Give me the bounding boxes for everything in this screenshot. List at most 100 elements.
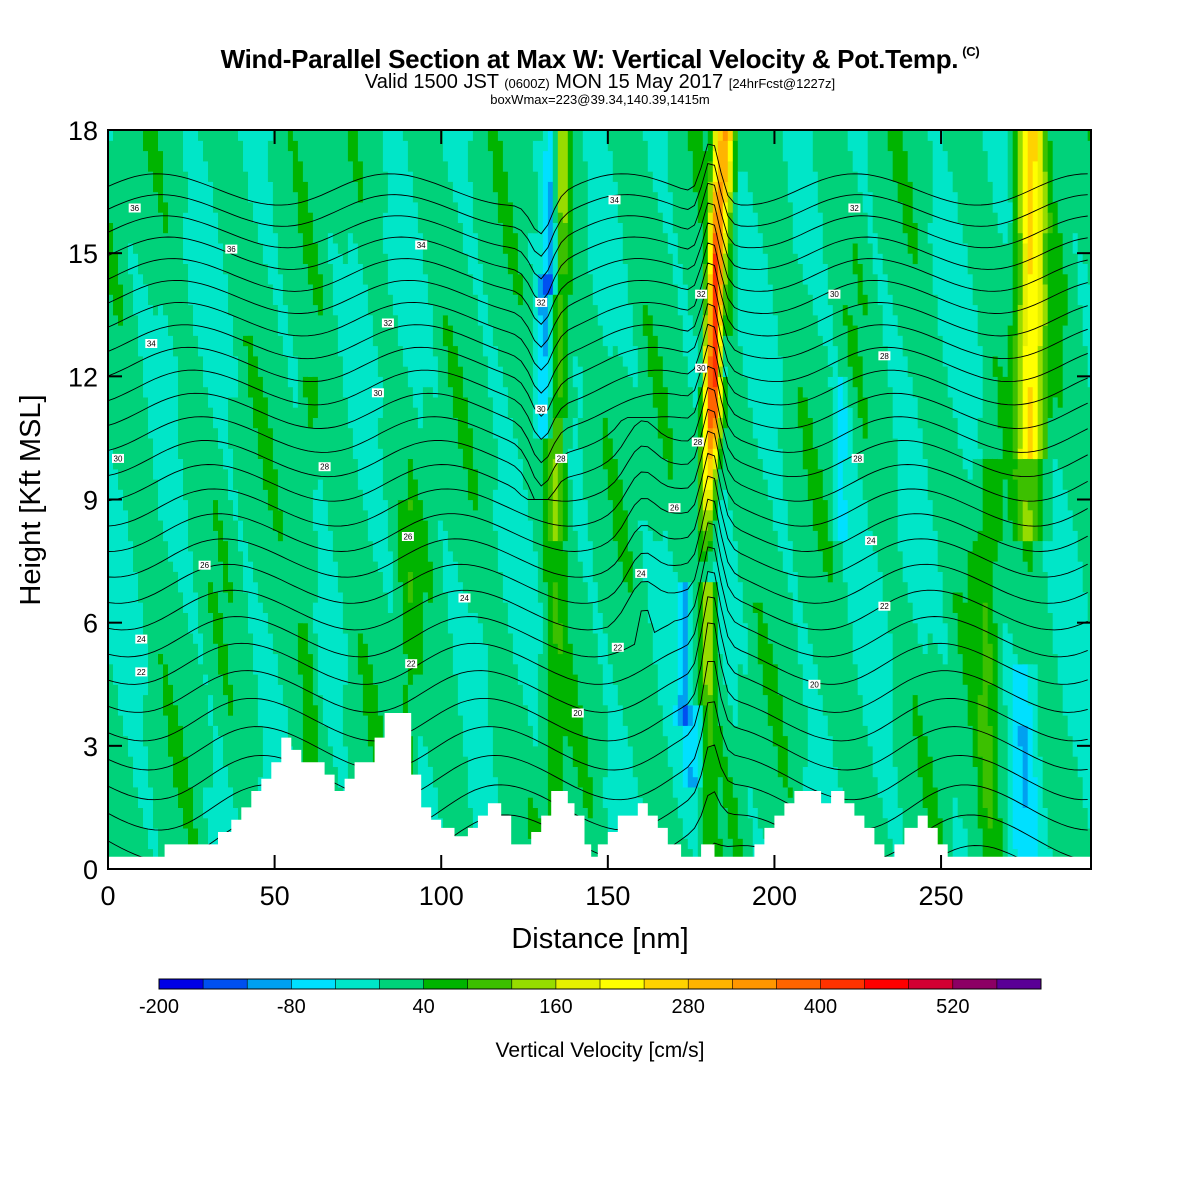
velocity-cell	[877, 797, 884, 869]
velocity-cell	[567, 130, 574, 295]
velocity-cell	[927, 242, 934, 501]
velocity-cell	[827, 386, 834, 542]
velocity-cell	[942, 130, 949, 152]
velocity-cell	[767, 130, 774, 285]
velocity-cell	[862, 294, 869, 316]
velocity-cell	[737, 171, 744, 347]
velocity-cell	[302, 130, 309, 182]
velocity-cell	[652, 540, 659, 665]
velocity-cell	[287, 335, 294, 388]
velocity-cell	[802, 130, 809, 285]
velocity-cell	[123, 130, 129, 511]
velocity-cell	[762, 694, 769, 839]
velocity-cell	[717, 130, 724, 141]
velocity-cell	[382, 171, 389, 213]
velocity-cell	[867, 130, 874, 193]
velocity-cell	[178, 591, 184, 726]
velocity-cell	[952, 417, 959, 593]
velocity-cell	[557, 540, 564, 624]
velocity-cell	[1067, 130, 1074, 511]
theta-contour	[108, 498, 1088, 604]
velocity-cell	[897, 550, 904, 808]
velocity-cell	[407, 171, 414, 388]
velocity-cell	[517, 684, 524, 860]
velocity-cell	[712, 458, 719, 470]
velocity-cell	[812, 663, 819, 869]
theta-contour	[108, 242, 1088, 348]
contour-label: 28	[693, 438, 702, 447]
velocity-cell	[233, 396, 239, 490]
velocity-cell	[917, 130, 924, 429]
contour-label-bg	[555, 453, 568, 463]
velocity-cell	[937, 130, 944, 336]
velocity-cell	[602, 468, 609, 634]
velocity-cell	[1032, 458, 1039, 542]
velocity-cell	[902, 355, 909, 583]
velocity-cell	[952, 797, 959, 860]
velocity-cell	[557, 396, 564, 418]
contour-label: 30	[830, 290, 839, 299]
velocity-cell	[632, 130, 639, 347]
velocity-cell	[832, 540, 839, 767]
velocity-cell	[617, 355, 624, 480]
contour-label: 32	[697, 290, 706, 299]
velocity-cell	[467, 273, 474, 429]
velocity-cell	[777, 694, 784, 778]
velocity-cell	[477, 263, 484, 326]
velocity-cell	[862, 130, 869, 213]
velocity-cell	[807, 130, 814, 295]
velocity-cell	[952, 591, 959, 613]
velocity-cell	[702, 684, 709, 706]
contour-label: 34	[417, 241, 426, 250]
velocity-cell	[487, 325, 494, 398]
velocity-cell	[307, 212, 314, 285]
velocity-cell	[582, 160, 589, 501]
velocity-cell	[872, 550, 879, 778]
velocity-cell	[193, 130, 199, 336]
velocity-cell	[542, 355, 549, 439]
velocity-cell	[972, 304, 979, 460]
velocity-cell	[687, 130, 694, 152]
velocity-cell	[482, 355, 489, 644]
velocity-cell	[1017, 448, 1024, 460]
velocity-cell	[767, 284, 774, 501]
velocity-cell	[772, 314, 779, 531]
velocity-cell	[118, 489, 124, 716]
velocity-cell	[692, 776, 699, 788]
velocity-cell	[612, 458, 619, 542]
y-tick-label: 6	[83, 609, 98, 639]
velocity-cell	[1062, 130, 1069, 275]
theta-contour	[108, 143, 1088, 235]
velocity-cell	[1007, 201, 1014, 223]
velocity-cell	[972, 766, 979, 869]
velocity-cell	[707, 458, 714, 480]
velocity-cell	[757, 458, 764, 603]
velocity-cell	[732, 797, 739, 869]
contour-label: 32	[850, 204, 859, 213]
theta-contour	[108, 262, 1088, 371]
velocity-cell	[422, 273, 429, 388]
velocity-cell	[243, 591, 249, 860]
velocity-cell	[827, 540, 834, 583]
velocity-cell	[647, 376, 654, 531]
velocity-cell	[712, 561, 719, 583]
velocity-cell	[927, 130, 934, 141]
chart-subtitle: Valid 1500 JST (0600Z) MON 15 May 2017 […	[364, 71, 836, 93]
velocity-cell	[527, 797, 534, 839]
velocity-cell	[652, 407, 659, 542]
velocity-cell	[702, 314, 709, 347]
velocity-cell	[977, 448, 984, 460]
velocity-cell	[158, 663, 164, 860]
velocity-cell	[452, 201, 459, 347]
velocity-cell	[557, 130, 564, 213]
velocity-cell	[487, 396, 494, 726]
velocity-cell	[512, 437, 519, 665]
velocity-cell	[382, 591, 389, 747]
velocity-cell	[857, 355, 864, 418]
contour-label: 20	[573, 709, 582, 718]
velocity-cell	[218, 520, 224, 562]
velocity-cell	[622, 366, 629, 511]
velocity-cell	[153, 314, 159, 480]
velocity-cell	[267, 140, 274, 182]
terrain-mask	[108, 713, 1091, 869]
